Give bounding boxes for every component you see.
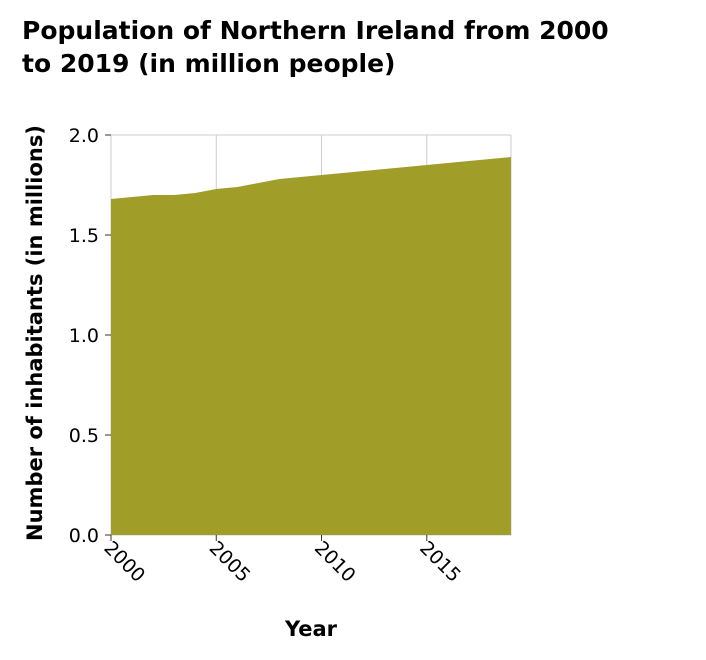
y-tick-label: 1.5: [69, 225, 99, 247]
y-tick-label: 0.5: [69, 425, 99, 447]
x-tick-label: 2010: [310, 537, 360, 587]
y-axis-title: Number of inhabitants (in millions): [23, 125, 47, 541]
plot-area: [111, 157, 511, 535]
x-axis-ticks: 2000 2005 2010 2015: [99, 535, 465, 587]
y-tick-label: 2.0: [69, 125, 99, 147]
y-axis-ticks: 0.0 0.5 1.0 1.5 2.0: [69, 125, 111, 547]
y-tick-label: 0.0: [69, 525, 99, 547]
x-axis-title: Year: [284, 617, 338, 641]
x-tick-label: 2015: [415, 537, 465, 587]
x-tick-label: 2005: [205, 537, 255, 587]
x-tick-label: 2000: [99, 537, 149, 587]
area-series: [111, 157, 511, 535]
y-tick-label: 1.0: [69, 325, 99, 347]
chart-title: Population of Northern Ireland from 2000…: [22, 16, 609, 78]
